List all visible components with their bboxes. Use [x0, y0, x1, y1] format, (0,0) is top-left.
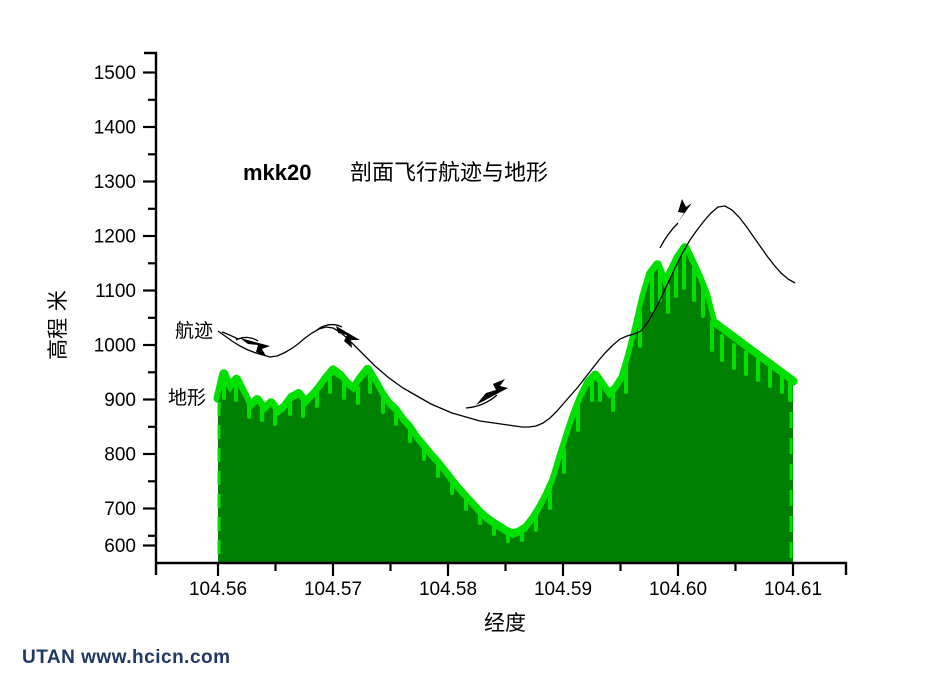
x-tick-label-104-57: 104.57 [304, 579, 362, 600]
y-tick-label-600: 600 [104, 536, 136, 557]
track-label-leader [221, 331, 239, 340]
y-tick-label-1500: 1500 [94, 63, 136, 84]
x-axis-title: 经度 [484, 611, 526, 635]
y-tick-label-1400: 1400 [94, 118, 136, 139]
flow-arrow-left-tail [235, 336, 259, 342]
y-axis-line [144, 51, 158, 563]
y-tick-label-1300: 1300 [94, 172, 136, 193]
flow-arrow-mid [336, 326, 360, 348]
x-axis-major-ticks [216, 563, 795, 576]
y-tick-label-800: 800 [104, 445, 136, 466]
y-tick-label-1000: 1000 [94, 336, 136, 357]
flow-arrow-mid-tail [317, 323, 343, 330]
y-tick-label-1100: 1100 [95, 281, 136, 302]
y-tick-label-1200: 1200 [94, 227, 136, 248]
plot-area [213, 199, 798, 563]
x-axis-line [156, 561, 848, 575]
chart-title-main: 剖面飞行航迹与地形 [350, 161, 548, 186]
flow-arrow-right [670, 199, 692, 233]
flow-arrow-valley [476, 379, 508, 405]
y-tick-label-700: 700 [104, 499, 136, 520]
x-tick-label-104-61: 104.61 [764, 579, 822, 600]
terrain-spikes [222, 247, 792, 543]
y-axis-title: 高程 米 [46, 290, 70, 360]
chart-title-code: mkk20 [243, 160, 312, 185]
y-tick-label-900: 900 [104, 390, 136, 411]
flow-arrow-right-tail [659, 222, 679, 249]
x-tick-label-104-60: 104.60 [649, 579, 707, 600]
y-axis-major-ticks [143, 71, 156, 547]
flow-arrow-left [240, 338, 270, 356]
track-series-label: 航迹 [175, 320, 213, 342]
terrain-series-label: 地形 [168, 387, 206, 409]
x-tick-label-104-58: 104.58 [419, 579, 477, 600]
x-tick-label-104-59: 104.59 [534, 579, 592, 600]
flight-track-line [217, 205, 796, 428]
x-axis-minor-ticks [274, 563, 737, 571]
x-tick-label-104-56: 104.56 [189, 579, 247, 600]
footer-watermark: UTAN www.hcicn.com [22, 647, 231, 668]
y-axis-minor-ticks [148, 98, 156, 537]
flow-arrow-valley-tail [465, 394, 498, 409]
terrain-fill [218, 251, 793, 563]
